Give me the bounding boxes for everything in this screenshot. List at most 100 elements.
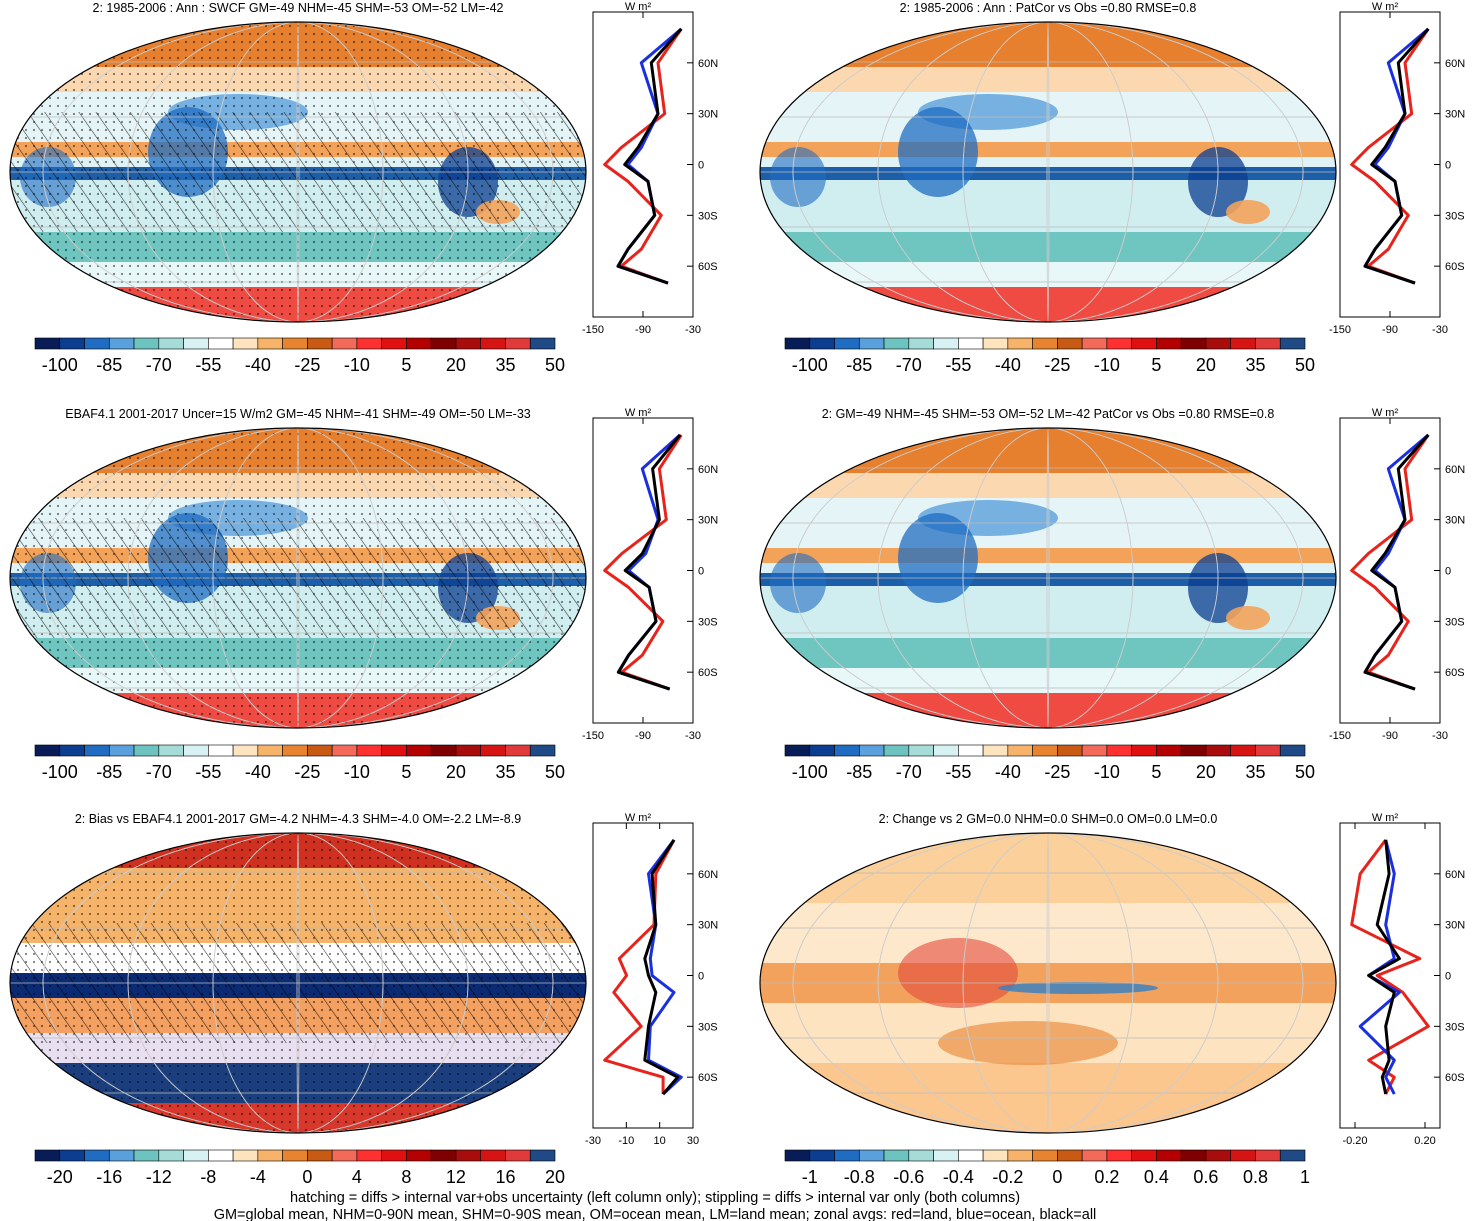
colorbar-swatch (982, 1149, 1009, 1162)
panel-p5: 2: Bias vs EBAF4.1 2001-2017 GM=-4.2 NHM… (9, 812, 718, 1187)
colorbar-swatch (1057, 744, 1083, 757)
colorbar-swatch (430, 744, 457, 757)
colorbar-label: -85 (96, 355, 122, 375)
map-border (759, 21, 1337, 323)
colorbar-swatch (1007, 337, 1033, 350)
colorbar-label: -0.4 (943, 1167, 974, 1187)
colorbar-label: 20 (545, 1167, 565, 1187)
zonal-unit: W m² (625, 812, 652, 824)
zonal-ytick: 60S (1445, 1072, 1465, 1084)
panel-title: EBAF4.1 2001-2017 Uncer=15 W/m2 GM=-45 N… (65, 407, 531, 421)
colorbar-swatch (480, 337, 506, 350)
colorbar-swatch (430, 337, 457, 350)
colorbar-swatch (1156, 1149, 1182, 1162)
map-field (10, 833, 586, 1133)
colorbar-swatch (158, 1149, 184, 1162)
colorbar-label: -0.8 (844, 1167, 875, 1187)
colorbar-swatch (307, 1149, 333, 1162)
colorbar-swatch (158, 337, 184, 350)
zonal-ytick: 60S (698, 667, 718, 679)
zonal-xtick: -30 (1432, 730, 1448, 742)
colorbar-swatch (933, 744, 959, 757)
colorbar: -100 -85 -70 -55 -40 -25 -10 5 20 35 50 (784, 337, 1315, 375)
colorbar: -100 -85 -70 -55 -40 -25 -10 5 20 35 50 (34, 337, 565, 375)
colorbar-swatch (257, 1149, 283, 1162)
zonal-ytick: 30S (1445, 210, 1465, 222)
zonal-series-land (603, 28, 683, 285)
colorbar: -100 -85 -70 -55 -40 -25 -10 5 20 35 50 (34, 744, 565, 782)
colorbar-swatch (1106, 1149, 1132, 1162)
colorbar: -20 -16 -12 -8 -4 0 4 8 12 16 20 (34, 1149, 565, 1187)
colorbar-label: 20 (1196, 762, 1216, 782)
colorbar-swatch (34, 1149, 61, 1162)
colorbar-label: -40 (245, 762, 271, 782)
zonal-ytick: 0 (1445, 566, 1451, 578)
zonal-mean-plot: W m² 60N 30N 0 30S 60S -0.20 0.20 (1339, 812, 1465, 1147)
colorbar-swatch (331, 744, 358, 757)
colorbar-swatch (784, 1149, 811, 1162)
colorbar-swatch (455, 337, 482, 350)
colorbar-swatch (834, 337, 860, 350)
zonal-unit: W m² (625, 407, 652, 419)
colorbar-swatch (908, 1149, 934, 1162)
colorbar-label: -10 (1094, 762, 1120, 782)
colorbar-label: -1 (802, 1167, 818, 1187)
colorbar-swatch (1205, 337, 1232, 350)
colorbar-label: -25 (1044, 762, 1070, 782)
colorbar-swatch (1255, 337, 1281, 350)
colorbar-swatch (1180, 744, 1207, 757)
colorbar: -100 -85 -70 -55 -40 -25 -10 5 20 35 50 (784, 744, 1315, 782)
zonal-xtick: -0.20 (1342, 1135, 1367, 1147)
colorbar-swatch (933, 337, 959, 350)
colorbar-swatch (1106, 744, 1132, 757)
colorbar-swatch (356, 744, 382, 757)
zonal-ytick: 30N (698, 515, 718, 527)
zonal-xtick: -150 (582, 730, 604, 742)
map-field (760, 428, 1336, 728)
panel-title: 2: GM=-49 NHM=-45 SHM=-53 OM=-52 LM=-42 … (822, 407, 1275, 421)
panel-p3: EBAF4.1 2001-2017 Uncer=15 W/m2 GM=-45 N… (9, 407, 718, 782)
zonal-ytick: 30N (1445, 109, 1465, 121)
colorbar-swatch (406, 337, 432, 350)
colorbar-swatch (282, 337, 308, 350)
zonal-xtick: -90 (1382, 730, 1398, 742)
zonal-mean-plot: W m² 60N 30N 0 30S 60S -150 -90 -30 (582, 1, 718, 336)
zonal-xtick: -30 (585, 1135, 601, 1147)
colorbar-swatch (958, 337, 984, 350)
colorbar-swatch (1007, 1149, 1033, 1162)
colorbar-label: -55 (195, 762, 221, 782)
colorbar-label: 8 (401, 1167, 411, 1187)
zonal-ytick: 30N (698, 109, 718, 121)
zonal-unit: W m² (1372, 407, 1399, 419)
colorbar-swatch (158, 744, 184, 757)
zonal-xtick: -10 (618, 1135, 634, 1147)
colorbar-label: -100 (42, 762, 78, 782)
colorbar-swatch (307, 337, 333, 350)
colorbar-swatch (183, 744, 209, 757)
zonal-xtick: -150 (582, 324, 604, 336)
colorbar-label: -40 (245, 355, 271, 375)
colorbar-swatch (108, 337, 135, 350)
zonal-ytick: 30S (1445, 1021, 1465, 1033)
zonal-ytick: 0 (1445, 160, 1451, 172)
colorbar-label: 50 (545, 762, 565, 782)
colorbar-swatch (356, 337, 382, 350)
colorbar-swatch (381, 744, 407, 757)
colorbar-swatch (1255, 744, 1281, 757)
colorbar-label: -55 (945, 355, 971, 375)
colorbar-swatch (455, 1149, 482, 1162)
zonal-series-land (1350, 28, 1430, 285)
zonal-mean-plot: W m² 60N 30N 0 30S 60S -150 -90 -30 (1329, 407, 1465, 742)
colorbar-swatch (883, 337, 910, 350)
map-border (9, 21, 587, 323)
colorbar-label: 0.2 (1094, 1167, 1119, 1187)
colorbar-swatch (232, 744, 259, 757)
panels-layer: 2: 1985-2006 : Ann : SWCF GM=-49 NHM=-45… (9, 1, 1465, 1187)
colorbar-swatch (480, 1149, 506, 1162)
zonal-mean-plot: W m² 60N 30N 0 30S 60S -30 -10 10 30 (585, 812, 718, 1147)
zonal-series-land (603, 434, 683, 691)
zonal-xtick: -90 (1382, 324, 1398, 336)
colorbar-swatch (1156, 337, 1182, 350)
zonal-frame (1339, 417, 1441, 724)
panel-p6: 2: Change vs 2 GM=0.0 NHM=0.0 SHM=0.0 OM… (759, 812, 1465, 1187)
